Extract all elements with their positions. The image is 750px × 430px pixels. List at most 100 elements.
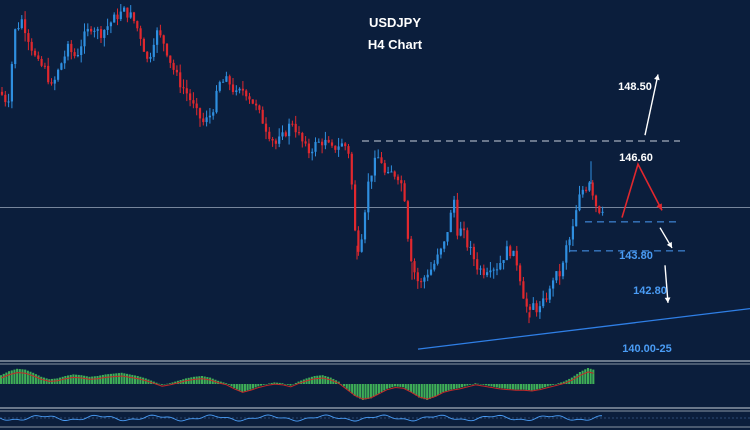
candle-body-148 xyxy=(489,270,492,273)
candle-body-113 xyxy=(373,157,376,176)
candle-body-146 xyxy=(482,268,485,276)
candle-body-105 xyxy=(347,146,350,154)
candle-body-79 xyxy=(261,109,264,124)
macd-bar-149 xyxy=(399,384,402,387)
macd-bar-207 xyxy=(554,384,557,385)
candle-body-164 xyxy=(542,298,545,307)
target-arrow-0 xyxy=(644,74,659,136)
macd-bar-36 xyxy=(96,376,99,384)
macd-bar-179 xyxy=(479,384,482,385)
macd-bar-111 xyxy=(297,381,300,384)
macd-bar-41 xyxy=(109,373,112,384)
candle-body-89 xyxy=(294,123,297,133)
macd-bar-131 xyxy=(351,384,354,394)
macd-bar-150 xyxy=(402,384,405,388)
candle-body-136 xyxy=(449,212,452,233)
macd-bar-183 xyxy=(490,384,493,387)
candle-body-20 xyxy=(66,43,70,57)
macd-bar-169 xyxy=(452,384,455,390)
candle-body-92 xyxy=(304,141,307,144)
macd-bar-63 xyxy=(168,383,171,384)
candle-body-3 xyxy=(10,64,13,102)
macd-bar-53 xyxy=(142,377,145,384)
candle-body-150 xyxy=(495,269,499,271)
macd-bar-200 xyxy=(536,384,539,390)
candle-body-133 xyxy=(439,248,442,255)
candle-body-96 xyxy=(317,141,320,143)
macd-bar-75 xyxy=(201,376,204,384)
candle-body-149 xyxy=(492,269,495,271)
macd-bar-28 xyxy=(75,374,78,384)
candle-body-103 xyxy=(340,143,343,147)
macd-bar-208 xyxy=(557,383,560,384)
macd-bar-15 xyxy=(40,376,43,384)
candle-body-66 xyxy=(218,82,221,91)
macd-bar-173 xyxy=(463,384,466,387)
macd-bar-193 xyxy=(517,384,520,390)
macd-bar-171 xyxy=(458,384,461,388)
macd-bar-47 xyxy=(125,373,129,384)
candle-body-98 xyxy=(324,139,327,146)
oscillator-panel xyxy=(0,414,750,422)
macd-bar-5 xyxy=(13,369,16,384)
candle-body-181 xyxy=(598,206,601,213)
macd-bar-147 xyxy=(393,384,397,387)
chart-title: USDJPY xyxy=(369,15,421,30)
macd-bar-37 xyxy=(99,375,102,384)
macd-bar-40 xyxy=(107,374,110,384)
macd-bar-31 xyxy=(83,375,86,384)
macd-bar-192 xyxy=(514,384,517,390)
candle-body-135 xyxy=(446,232,449,242)
candle-body-141 xyxy=(466,230,469,248)
candle-body-62 xyxy=(205,117,208,123)
candle-body-69 xyxy=(228,76,231,85)
macd-bar-49 xyxy=(131,374,134,384)
target-arrowhead-1 xyxy=(666,241,672,248)
macd-bar-83 xyxy=(222,382,225,384)
macd-bar-202 xyxy=(541,384,544,388)
macd-bar-95 xyxy=(254,384,257,388)
candle-body-143 xyxy=(472,246,475,260)
candle-body-140 xyxy=(462,228,466,231)
candle-body-145 xyxy=(479,268,482,270)
candle-body-81 xyxy=(268,131,271,139)
candle-body-104 xyxy=(344,143,347,147)
candle-body-73 xyxy=(241,88,244,91)
macd-bar-89 xyxy=(238,384,241,391)
candle-body-119 xyxy=(393,171,396,177)
macd-bar-46 xyxy=(123,373,126,384)
macd-bar-11 xyxy=(29,371,32,384)
macd-bar-181 xyxy=(485,384,488,386)
macd-bar-168 xyxy=(450,384,453,390)
macd-bar-3 xyxy=(8,371,11,384)
candle-body-43 xyxy=(142,38,145,52)
candle-body-95 xyxy=(314,141,317,152)
macd-bar-205 xyxy=(549,384,552,386)
macd-bar-141 xyxy=(377,384,380,394)
macd-bar-4 xyxy=(10,370,13,384)
macd-bar-0 xyxy=(0,375,3,384)
macd-bar-60 xyxy=(160,384,163,385)
macd-bar-117 xyxy=(313,376,316,384)
macd-bar-191 xyxy=(511,384,514,390)
candle-body-39 xyxy=(129,12,132,18)
macd-bar-154 xyxy=(412,384,415,394)
candle-body-180 xyxy=(594,195,598,207)
macd-bar-210 xyxy=(562,381,565,384)
candle-body-70 xyxy=(231,84,235,93)
candle-body-122 xyxy=(403,183,406,202)
macd-bar-71 xyxy=(190,377,193,384)
macd-bar-123 xyxy=(329,377,332,384)
macd-bar-108 xyxy=(289,384,292,386)
macd-bar-159 xyxy=(426,384,429,400)
candle-body-174 xyxy=(575,210,578,227)
macd-bar-145 xyxy=(388,384,391,388)
macd-bar-73 xyxy=(195,376,198,384)
annotations-layer xyxy=(621,74,673,303)
macd-bar-176 xyxy=(471,384,474,385)
macd-bar-17 xyxy=(45,378,48,384)
candle-body-112 xyxy=(370,175,373,182)
macd-bar-1 xyxy=(2,373,5,384)
candle-body-12 xyxy=(40,58,43,66)
candle-body-168 xyxy=(555,271,558,281)
